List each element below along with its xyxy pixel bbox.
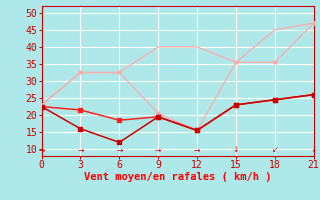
Text: ↓: ↓	[233, 145, 239, 154]
Text: →: →	[116, 145, 123, 154]
Text: ↙: ↙	[272, 145, 278, 154]
Text: →: →	[155, 145, 161, 154]
Text: ↓: ↓	[310, 145, 317, 154]
Text: →: →	[194, 145, 200, 154]
Text: →: →	[38, 145, 45, 154]
Text: →: →	[77, 145, 84, 154]
X-axis label: Vent moyen/en rafales ( km/h ): Vent moyen/en rafales ( km/h )	[84, 172, 271, 182]
